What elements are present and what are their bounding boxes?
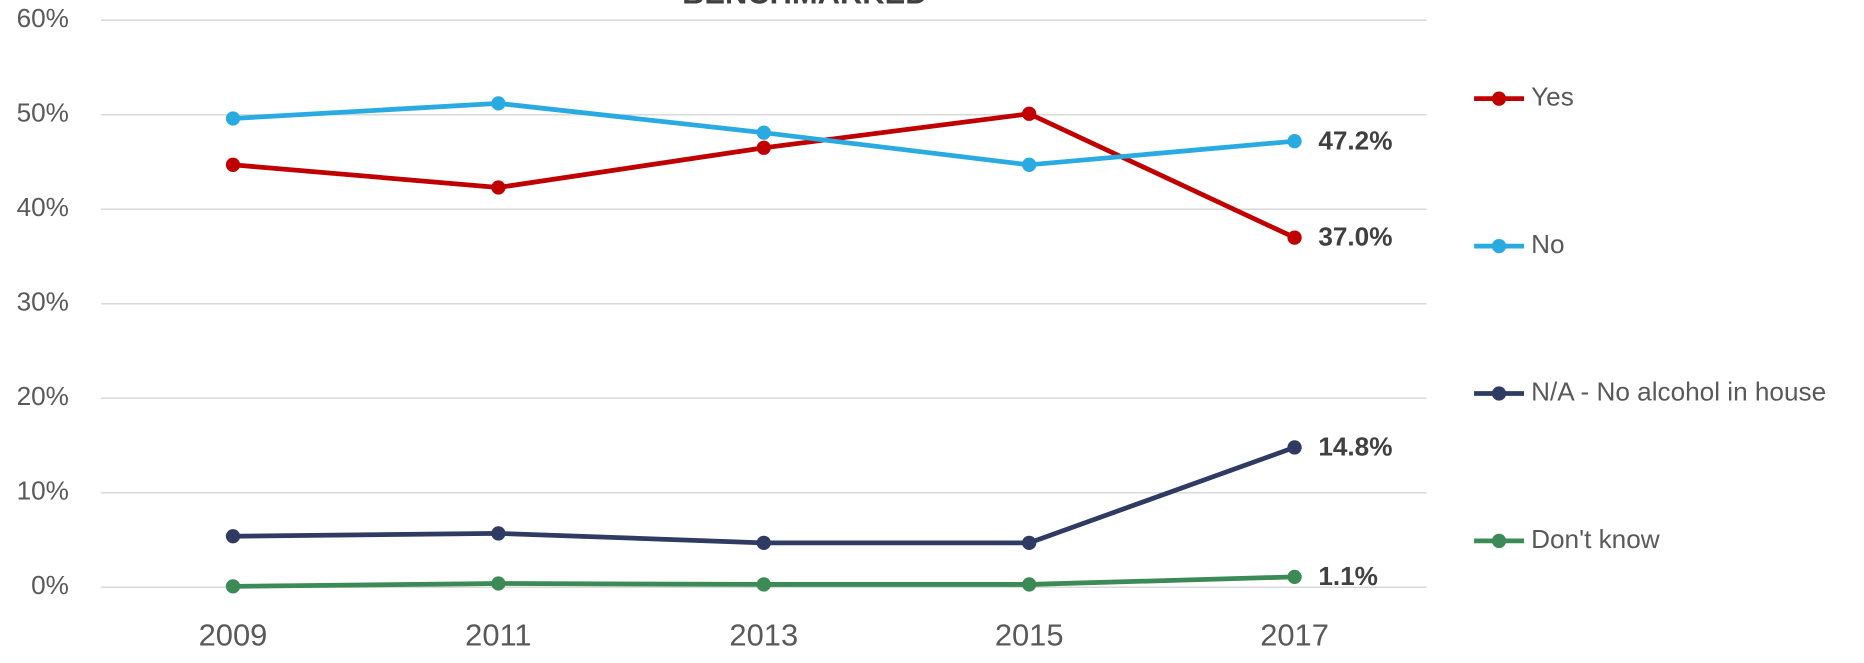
data-point (491, 96, 506, 111)
data-point (1022, 535, 1037, 550)
data-point (1287, 440, 1302, 455)
x-tick-label: 2013 (729, 617, 798, 652)
data-point (756, 125, 771, 140)
data-point (225, 579, 241, 594)
x-tick-label: 2017 (1260, 617, 1329, 652)
data-point (225, 529, 241, 544)
data-point (491, 526, 506, 541)
legend-swatch (1491, 386, 1507, 401)
data-point (756, 140, 771, 155)
data-point (756, 535, 771, 550)
data-label: 1.1% (1318, 561, 1378, 591)
series-line (232, 445, 1296, 546)
data-label: 47.2% (1318, 125, 1392, 155)
data-point (1287, 134, 1302, 149)
chart-title: BENCHMARKED (682, 0, 927, 10)
data-point (225, 111, 241, 126)
data-point (756, 577, 771, 592)
data-label: 37.0% (1318, 222, 1392, 252)
y-tick-label: 0% (31, 570, 69, 600)
y-tick-label: 20% (17, 381, 69, 411)
y-tick-label: 40% (17, 192, 69, 222)
data-point (491, 576, 506, 591)
y-tick-label: 60% (17, 3, 69, 33)
y-tick-label: 30% (17, 287, 69, 317)
legend-swatch (1491, 91, 1507, 106)
legend-label: No (1531, 229, 1564, 259)
data-point (1022, 106, 1037, 121)
y-tick-label: 50% (17, 98, 69, 128)
data-point (1287, 569, 1302, 585)
x-tick-label: 2015 (995, 617, 1064, 652)
x-tick-label: 2009 (199, 617, 268, 652)
legend-label: N/A - No alcohol in house (1531, 376, 1826, 406)
x-tick-label: 2011 (465, 617, 531, 652)
legend-label: Yes (1531, 82, 1574, 112)
data-point (1022, 577, 1037, 592)
data-point (491, 180, 506, 195)
legend-swatch (1491, 238, 1507, 254)
legend-label: Don't know (1531, 524, 1660, 554)
data-point (1022, 157, 1037, 172)
data-point (1287, 230, 1302, 245)
legend-swatch (1491, 533, 1507, 549)
data-point (225, 157, 241, 172)
data-label: 14.8% (1318, 431, 1392, 461)
y-tick-label: 10% (17, 476, 69, 506)
